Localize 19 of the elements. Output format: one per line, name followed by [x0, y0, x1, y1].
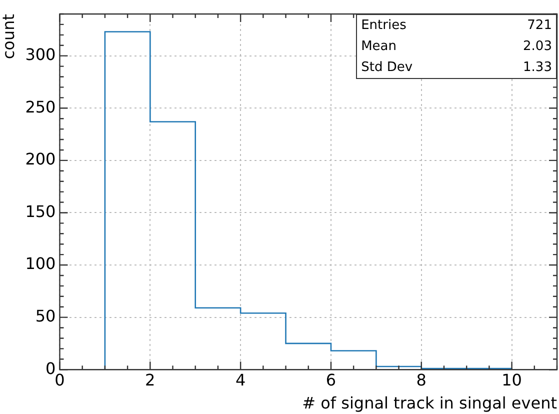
annotation: Std Dev — [361, 59, 413, 77]
x-tick-label: 8 — [416, 370, 426, 390]
annotation: 1.33 — [523, 59, 552, 77]
y-tick-label: 50 — [35, 306, 56, 326]
x-tick-label: 4 — [235, 370, 246, 390]
annotation: Mean — [361, 38, 397, 56]
y-tick-label: 300 — [25, 44, 56, 64]
annotation: Entries — [361, 17, 406, 35]
y-tick-label: 100 — [25, 254, 56, 274]
y-axis-title: count — [0, 14, 18, 60]
y-tick-label: 250 — [25, 97, 56, 116]
annotation: 721 — [527, 17, 552, 35]
x-axis-title: # of signal track in singal event — [302, 394, 557, 413]
annotation: 2.03 — [523, 38, 552, 56]
x-tick-label: 10 — [502, 370, 522, 390]
x-tick-label: 2 — [145, 370, 156, 390]
x-tick-label: 6 — [326, 370, 336, 390]
y-tick-label: 150 — [25, 202, 56, 221]
y-tick-label: 200 — [25, 150, 56, 169]
